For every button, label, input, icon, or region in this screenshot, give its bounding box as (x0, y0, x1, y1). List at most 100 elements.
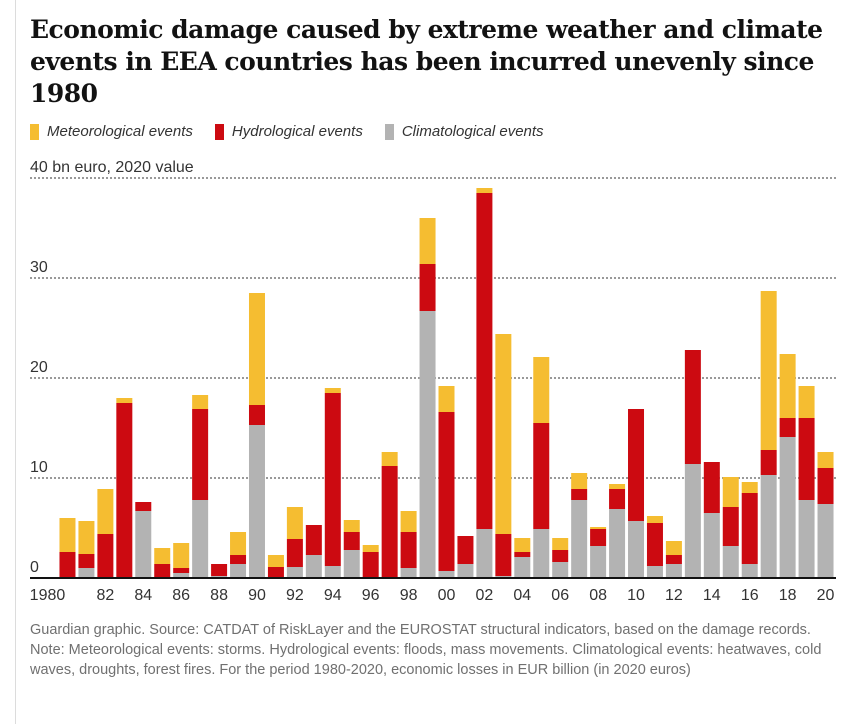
bar-climatological-2009 (609, 509, 626, 578)
bar-meteorological-1980 (59, 518, 76, 552)
bar-hydrological-2013 (684, 350, 701, 464)
bar-hydrological-1996 (362, 552, 379, 577)
legend-label: Hydrological events (231, 123, 363, 140)
bar-hydrological-2004 (514, 552, 531, 557)
x-tick-label: 98 (400, 587, 418, 604)
y-tick-label: 30 (30, 259, 48, 276)
x-tick-label: 96 (362, 587, 380, 604)
bar-climatological-1986 (173, 573, 190, 578)
bar-meteorological-2008 (590, 527, 607, 529)
bar-hydrological-2011 (646, 523, 663, 566)
bar-hydrological-1984 (135, 502, 152, 511)
bar-climatological-2016 (741, 564, 758, 578)
bar-meteorological-1994 (324, 388, 341, 393)
left-rule (15, 0, 16, 724)
bar-meteorological-2004 (514, 538, 531, 552)
legend-item-climatological: Climatological events (384, 123, 544, 140)
bar-meteorological-2019 (798, 386, 815, 418)
x-tick-label: 92 (286, 587, 304, 604)
bar-hydrological-1991 (267, 567, 284, 578)
bar-climatological-1998 (400, 568, 417, 578)
bar-hydrological-2012 (665, 555, 682, 564)
bar-climatological-2008 (590, 546, 607, 578)
bar-meteorological-1982 (97, 489, 114, 534)
bar-meteorological-2002 (476, 188, 493, 193)
bar-hydrological-1986 (173, 568, 190, 573)
x-tick-label: 20 (817, 587, 835, 604)
bar-meteorological-1989 (230, 532, 247, 555)
bar-hydrological-1994 (324, 393, 341, 566)
bar-hydrological-2005 (533, 423, 550, 529)
bar-hydrological-2018 (779, 418, 796, 437)
x-tick-label: 00 (438, 587, 456, 604)
x-tick-label: 10 (627, 587, 645, 604)
y-tick-label: 10 (30, 459, 48, 476)
bar-meteorological-2016 (741, 482, 758, 493)
bar-hydrological-1985 (154, 564, 171, 578)
bar-climatological-2019 (798, 500, 815, 578)
bar-meteorological-2017 (760, 291, 777, 450)
x-tick-label: 02 (476, 587, 494, 604)
bar-hydrological-1981 (78, 554, 95, 568)
bar-hydrological-1988 (211, 564, 228, 576)
bar-climatological-2020 (817, 504, 834, 578)
legend: Meteorological events Hydrological event… (30, 123, 544, 140)
bar-hydrological-2017 (760, 450, 777, 475)
y-tick-label: 0 (30, 559, 39, 576)
bar-hydrological-1990 (248, 405, 265, 425)
bar-climatological-2000 (438, 571, 455, 578)
bar-hydrological-2000 (438, 412, 455, 571)
x-tick-label: 90 (248, 587, 266, 604)
bar-climatological-2002 (476, 529, 493, 578)
y-tick-label: 20 (30, 359, 48, 376)
bar-hydrological-1992 (286, 539, 303, 567)
bar-climatological-2013 (684, 464, 701, 578)
bar-climatological-1994 (324, 566, 341, 578)
bar-climatological-2011 (646, 566, 663, 578)
bar-meteorological-2015 (722, 477, 739, 507)
bar-meteorological-2009 (609, 484, 626, 489)
bar-meteorological-1981 (78, 521, 95, 554)
x-tick-label: 04 (513, 587, 531, 604)
bar-climatological-2010 (628, 521, 645, 578)
y-tick-label: 40 bn euro, 2020 value (30, 159, 194, 176)
x-tick-label: 06 (551, 587, 569, 604)
bar-hydrological-2002 (476, 193, 493, 529)
bar-meteorological-1999 (419, 218, 436, 264)
bar-meteorological-2000 (438, 386, 455, 412)
bar-climatological-2015 (722, 546, 739, 578)
x-tick-label: 86 (172, 587, 190, 604)
x-tick-label: 94 (324, 587, 342, 604)
bar-meteorological-1995 (343, 520, 360, 532)
bar-climatological-2012 (665, 564, 682, 578)
x-tick-label: 84 (134, 587, 152, 604)
bar-meteorological-2007 (571, 473, 588, 489)
bar-climatological-2017 (760, 475, 777, 578)
bar-hydrological-2010 (628, 409, 645, 521)
bar-meteorological-1987 (192, 395, 209, 409)
bar-climatological-1999 (419, 311, 436, 578)
bar-climatological-2018 (779, 437, 796, 578)
bar-meteorological-2011 (646, 516, 663, 523)
bar-meteorological-1986 (173, 543, 190, 568)
legend-item-hydrological: Hydrological events (214, 123, 363, 140)
bar-meteorological-1985 (154, 548, 171, 564)
bar-climatological-1984 (135, 511, 152, 578)
bar-meteorological-1990 (248, 293, 265, 405)
bar-hydrological-2015 (722, 507, 739, 546)
x-tick-label: 1980 (30, 587, 66, 604)
bar-climatological-2001 (457, 564, 474, 578)
bar-hydrological-1987 (192, 409, 209, 500)
bar-meteorological-2005 (533, 357, 550, 423)
x-tick-label: 12 (665, 587, 683, 604)
bar-climatological-1993 (305, 555, 322, 578)
bar-hydrological-2016 (741, 493, 758, 564)
bar-climatological-2004 (514, 557, 531, 578)
x-tick-label: 88 (210, 587, 228, 604)
bar-climatological-1981 (78, 568, 95, 578)
x-tick-label: 08 (589, 587, 607, 604)
bar-meteorological-2012 (665, 541, 682, 555)
bar-hydrological-2006 (552, 550, 569, 562)
bar-meteorological-1998 (400, 511, 417, 532)
legend-swatch (384, 123, 394, 140)
